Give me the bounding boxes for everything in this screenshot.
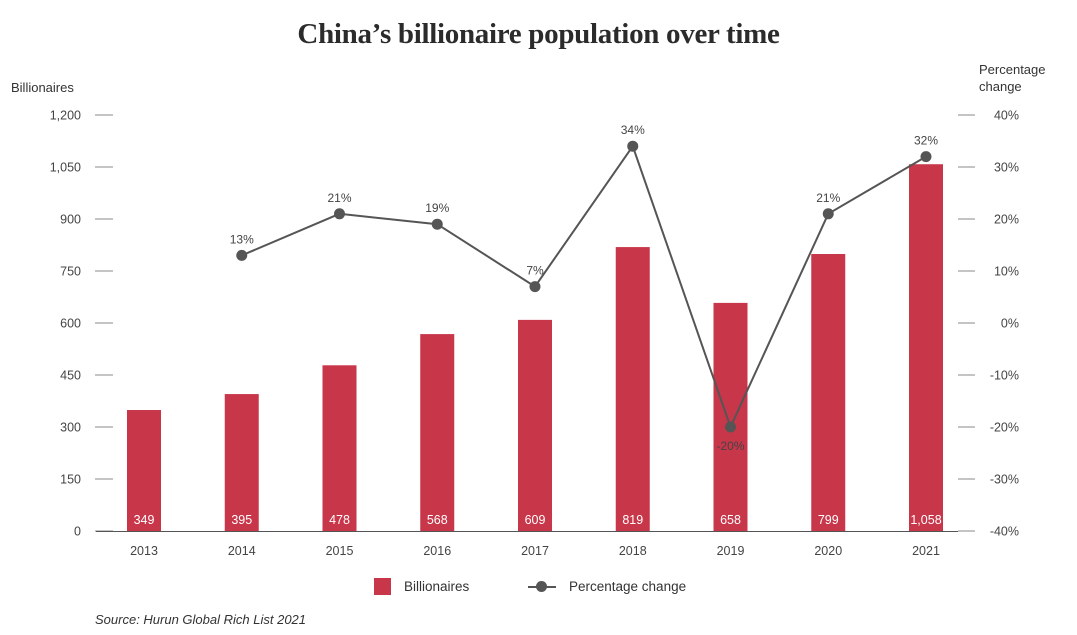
- bar-value-label: 349: [134, 513, 155, 527]
- percentage-change-label: 19%: [425, 201, 449, 215]
- percentage-change-label: 21%: [327, 191, 351, 205]
- x-axis-tick-label: 2013: [130, 544, 158, 558]
- bar-value-label: 799: [818, 513, 839, 527]
- bar-2015: [322, 365, 357, 531]
- bar-2014: [224, 394, 259, 531]
- x-axis-tick-label: 2016: [423, 544, 451, 558]
- left-axis-tick-label: 450: [60, 369, 81, 383]
- right-axis-tick-label: 10%: [994, 265, 1019, 279]
- percentage-change-point: [236, 249, 248, 261]
- right-axis-tick-label: -30%: [990, 473, 1019, 487]
- left-axis-tick-label: 1,050: [50, 161, 81, 175]
- percentage-change-label: 7%: [526, 264, 544, 278]
- bar-2016: [420, 334, 455, 531]
- percentage-change-label: 32%: [914, 134, 938, 148]
- bar-value-label: 1,058: [910, 513, 941, 527]
- bar-value-label: 478: [329, 513, 350, 527]
- bar-2018: [615, 247, 650, 531]
- legend-item-percentage-change: Percentage change: [528, 578, 686, 595]
- percentage-change-label: 13%: [230, 232, 254, 246]
- right-axis-tick-label: -40%: [990, 525, 1019, 539]
- x-axis-tick-label: 2017: [521, 544, 549, 558]
- right-axis-tick-label: -20%: [990, 421, 1019, 435]
- x-axis-tick-label: 2018: [619, 544, 647, 558]
- legend: Billionaires Percentage change: [0, 578, 1077, 600]
- x-axis-tick-label: 2020: [814, 544, 842, 558]
- bar-value-label: 819: [622, 513, 643, 527]
- left-axis-tick-label: 0: [74, 525, 81, 539]
- right-axis-tick-label: 40%: [994, 109, 1019, 123]
- percentage-change-point: [920, 151, 932, 163]
- bar-2013: [127, 410, 161, 531]
- x-axis-tick-label: 2014: [228, 544, 256, 558]
- percentage-change-point: [431, 218, 443, 230]
- legend-bar-swatch: [374, 578, 391, 595]
- percentage-change-label: 21%: [816, 191, 840, 205]
- percentage-change-label: 34%: [621, 123, 645, 137]
- right-axis-tick-label: -10%: [990, 369, 1019, 383]
- bar-value-label: 609: [525, 513, 546, 527]
- percentage-change-point: [822, 208, 834, 220]
- left-axis-tick-label: 300: [60, 421, 81, 435]
- percentage-change-point: [725, 421, 736, 433]
- left-axis-tick-label: 900: [60, 213, 81, 227]
- left-axis-tick-label: 150: [60, 473, 81, 487]
- right-axis-tick-label: 0%: [1001, 317, 1019, 331]
- x-axis-tick-label: 2015: [326, 544, 354, 558]
- chart-title: China’s billionaire population over time: [297, 18, 780, 50]
- right-axis-tick-label: 20%: [994, 213, 1019, 227]
- bar-2021: [909, 164, 943, 531]
- bar-value-label: 658: [720, 513, 741, 527]
- x-axis-tick-label: 2021: [912, 544, 940, 558]
- bar-2019: [713, 302, 748, 531]
- percentage-change-point: [529, 281, 541, 293]
- percentage-change-line: [241, 144, 927, 430]
- bar-value-label: 395: [231, 513, 252, 527]
- bar-2020: [811, 254, 846, 531]
- left-axis-title: Billionaires: [11, 80, 74, 95]
- right-axis-tick-label: 30%: [994, 161, 1019, 175]
- left-axis-tick-label: 1,200: [50, 109, 81, 123]
- percentage-change-label: -20%: [716, 439, 744, 453]
- legend-label-billionaires: Billionaires: [404, 579, 470, 594]
- right-axis-title: Percentage change: [979, 62, 1046, 94]
- left-axis-tick-label: 600: [60, 317, 81, 331]
- bar-value-label: 568: [427, 513, 448, 527]
- percentage-change-point: [334, 208, 345, 220]
- legend-label-percentage-change: Percentage change: [569, 579, 687, 594]
- x-axis-tick-label: 2019: [717, 544, 745, 558]
- legend-item-billionaires: Billionaires: [374, 578, 469, 595]
- legend-line-marker: [528, 578, 556, 595]
- source-note: Source: Hurun Global Rich List 2021: [95, 612, 307, 627]
- left-axis-tick-label: 750: [60, 265, 81, 279]
- bar-2017: [518, 319, 552, 531]
- percentage-change-point: [627, 140, 639, 152]
